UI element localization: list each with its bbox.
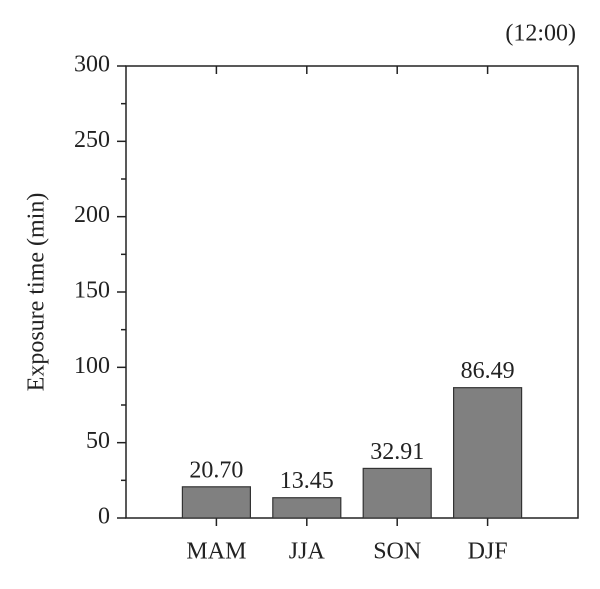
bar — [362, 467, 432, 519]
value-label: 86.49 — [461, 358, 515, 384]
y-tick-label: 150 — [74, 278, 110, 304]
x-tick-label: DJF — [468, 539, 508, 565]
y-tick-label: 200 — [74, 202, 110, 228]
y-tick-label: 50 — [86, 428, 110, 454]
y-tick-label: 0 — [98, 504, 110, 530]
x-tick-label: JJA — [289, 539, 326, 565]
bar — [272, 497, 342, 519]
y-tick-label: 300 — [74, 52, 110, 78]
bar — [453, 387, 523, 519]
x-tick-label: SON — [373, 539, 421, 565]
value-label: 32.91 — [370, 439, 424, 465]
x-tick-label: MAM — [186, 539, 246, 565]
value-label: 13.45 — [280, 468, 334, 494]
value-label: 20.70 — [189, 457, 243, 483]
y-tick-label: 250 — [74, 127, 110, 153]
bar — [181, 486, 251, 519]
y-tick-label: 100 — [74, 353, 110, 379]
y-axis-label: Exposure time (min) — [24, 193, 50, 392]
annotation: (12:00) — [505, 21, 576, 47]
